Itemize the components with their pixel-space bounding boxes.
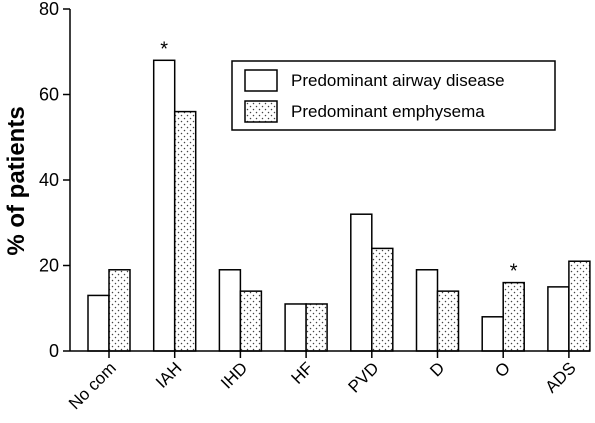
- y-axis: 0 20 40 60 80: [39, 0, 71, 361]
- bar-emphysema-ads: [568, 260, 591, 352]
- x-tick-label: IAH: [152, 358, 185, 391]
- legend-swatch-airway: [244, 69, 278, 92]
- y-tick-label: 40: [39, 170, 59, 190]
- legend: Predominant airway disease Predominant e…: [231, 60, 556, 131]
- y-tick-label: 20: [39, 256, 59, 276]
- x-tick-label: No com: [65, 358, 120, 413]
- y-tick-label: 60: [39, 85, 59, 105]
- bar-airway-hf: [284, 303, 307, 352]
- bar-airway-pvd: [350, 213, 373, 352]
- x-tick-label: ADS: [542, 358, 580, 396]
- x-tick-label: HF: [287, 358, 316, 387]
- bar-airway-ihd: [218, 269, 242, 352]
- bar-emphysema-no-com: [108, 269, 131, 352]
- bar-airway-no-com: [87, 294, 110, 352]
- x-axis: No com IAH IHD HF PVD D O ADS: [65, 350, 590, 413]
- bar-airway-d: [415, 269, 439, 352]
- bar-emphysema-hf: [305, 303, 328, 352]
- significance-marker: *: [160, 38, 168, 60]
- bar-airway-iah: [152, 59, 176, 352]
- legend-box: [231, 60, 556, 131]
- bar-emphysema-ihd: [239, 290, 263, 352]
- bar-emphysema-o: [502, 281, 525, 352]
- bar-airway-o: [481, 316, 504, 352]
- x-tick-label: IHD: [217, 358, 251, 392]
- bar-airway-ads: [547, 286, 570, 352]
- x-tick-label: D: [426, 358, 448, 380]
- y-tick-label: 80: [39, 0, 59, 19]
- bars: [87, 59, 591, 352]
- x-tick-label: PVD: [344, 358, 382, 396]
- legend-swatch-emphysema: [244, 100, 278, 123]
- significance-marker: *: [510, 261, 518, 283]
- bar-emphysema-iah: [173, 110, 197, 352]
- annotations: **: [160, 38, 518, 282]
- bar-emphysema-d: [436, 290, 460, 352]
- legend-label-emphysema: Predominant emphysema: [291, 102, 485, 121]
- legend-label-airway: Predominant airway disease: [291, 71, 505, 90]
- x-tick-label: O: [491, 358, 514, 381]
- y-tick-label: 0: [49, 341, 59, 361]
- bar-emphysema-pvd: [371, 247, 394, 352]
- y-axis-label: % of patients: [3, 106, 30, 255]
